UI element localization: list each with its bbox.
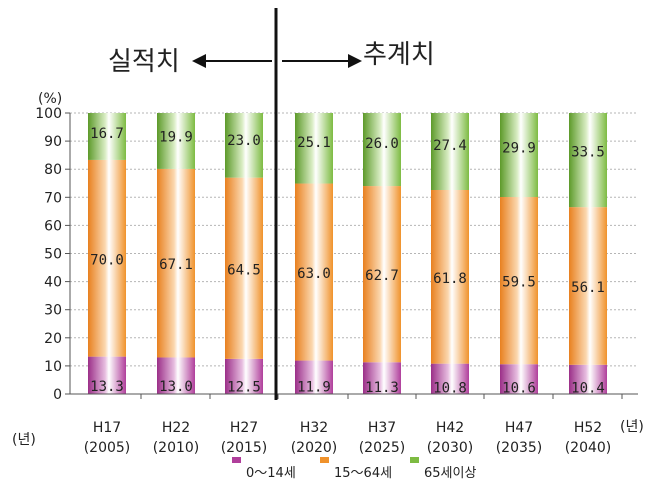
y-tick-label: 40 — [44, 275, 62, 291]
data-label: 26.0 — [365, 136, 399, 152]
y-tick-label: 60 — [44, 218, 62, 234]
data-label: 10.6 — [502, 380, 536, 396]
legend-swatch — [320, 457, 329, 463]
x-tick-label: H37 — [368, 420, 396, 436]
bars — [88, 113, 607, 394]
data-label: 61.8 — [433, 271, 467, 287]
x-tick-label: H17 — [93, 420, 121, 436]
x-tick-label: H47 — [505, 420, 533, 436]
legend-label: 15～64세 — [334, 466, 392, 481]
x-tick-year: (2010) — [153, 440, 200, 456]
x-tick-year: (2030) — [427, 440, 474, 456]
bar-segment-1-H32 — [295, 183, 333, 361]
data-label: 19.9 — [159, 129, 193, 145]
data-label: 16.7 — [90, 126, 124, 142]
bar-segment-1-H27 — [225, 177, 263, 359]
x-tick-year: (2005) — [84, 440, 131, 456]
bar-segment-1-H42 — [431, 189, 469, 364]
data-label: 13.0 — [159, 379, 193, 395]
data-label: 62.7 — [365, 268, 399, 284]
y-axis-title: (%) — [38, 91, 62, 107]
x-tick-year: (2025) — [359, 440, 406, 456]
data-label: 29.9 — [502, 141, 536, 157]
data-label: 10.8 — [433, 380, 467, 396]
bar-segment-1-H47 — [500, 197, 538, 365]
data-label: 12.5 — [227, 379, 261, 395]
data-label: 25.1 — [297, 135, 331, 151]
data-label: 27.4 — [433, 138, 467, 154]
data-label: 67.1 — [159, 257, 193, 273]
y-tick-labels: 0 10 20 30 40 50 60 70 80 90 100 — [35, 106, 62, 403]
actual-annotation: 실적치 — [108, 47, 180, 77]
x-axis-title-right: (년) — [620, 419, 644, 435]
bar-segment-2-H27 — [225, 113, 263, 178]
bar-segment-1-H52 — [569, 207, 607, 365]
x-tick-year: (2035) — [496, 440, 543, 456]
bar-segment-2-H37 — [363, 113, 401, 187]
data-label: 11.3 — [365, 380, 399, 396]
data-label: 64.5 — [227, 262, 261, 278]
bar-segment-0-H37 — [363, 362, 401, 394]
bar-segment-2-H47 — [500, 113, 538, 198]
bar-segment-0-H47 — [500, 364, 538, 394]
legend: 0～14세 15～64세 65세이상 — [232, 457, 476, 481]
x-tick-labels: H17 (2005) H22 (2010) H27 (2015) H32 (2020) H37 (… — [84, 394, 623, 456]
y-tick-label: 70 — [44, 190, 62, 206]
x-tick-label: H22 — [162, 420, 190, 436]
data-label: 13.3 — [90, 379, 124, 395]
data-label: 70.0 — [90, 252, 124, 268]
data-label: 63.0 — [297, 266, 331, 282]
bar-segment-2-H52 — [569, 113, 607, 208]
projected-annotation: 추계치 — [363, 40, 435, 70]
data-label: 56.1 — [571, 280, 605, 296]
bar-segment-2-H32 — [295, 113, 333, 184]
bar-segment-1-H37 — [363, 186, 401, 363]
y-tick-label: 30 — [44, 303, 62, 319]
x-tick-year: (2015) — [221, 440, 268, 456]
data-label: 23.0 — [227, 133, 261, 149]
bar-segment-1-H17 — [88, 159, 126, 357]
bar-segment-0-H17 — [88, 356, 126, 394]
data-labels: 13.3 70.0 16.7 13.0 67.1 19.9 12.5 64.5 23.0 11.9… — [90, 126, 605, 397]
bar-segment-2-H22 — [157, 113, 195, 169]
projected-arrow-head — [348, 54, 362, 68]
data-label: 11.9 — [297, 380, 331, 396]
x-tick-year: (2020) — [291, 440, 338, 456]
y-tick-label: 50 — [44, 247, 62, 263]
x-tick-label: H42 — [436, 420, 464, 436]
bar-segment-0-H32 — [295, 360, 333, 394]
y-tick-label: 100 — [35, 106, 62, 122]
bar-segment-2-H42 — [431, 113, 469, 190]
legend-label: 65세이상 — [424, 466, 476, 481]
bar-segment-2-H17 — [88, 113, 126, 160]
legend-swatch — [410, 457, 419, 463]
y-tick-label: 20 — [44, 331, 62, 347]
x-tick-label: H52 — [574, 420, 602, 436]
bar-segment-0-H27 — [225, 358, 263, 394]
data-label: 10.4 — [571, 381, 605, 397]
x-tick-year: (2040) — [565, 440, 612, 456]
y-tick-label: 10 — [44, 359, 62, 375]
bar-segment-0-H52 — [569, 364, 607, 394]
y-tick-label: 90 — [44, 134, 62, 150]
x-axis-title-left: (년) — [12, 432, 36, 448]
actual-arrow-head — [192, 54, 206, 68]
legend-swatch — [232, 457, 241, 463]
bar-segment-0-H42 — [431, 363, 469, 394]
y-tick-label: 80 — [44, 162, 62, 178]
x-tick-label: H27 — [230, 420, 258, 436]
bar-segment-0-H22 — [157, 357, 195, 394]
y-tick-label: 0 — [53, 387, 62, 403]
bar-segment-1-H22 — [157, 168, 195, 358]
data-label: 33.5 — [571, 145, 605, 161]
grid-lines — [65, 112, 638, 395]
data-label: 59.5 — [502, 275, 536, 291]
legend-label: 0～14세 — [246, 466, 296, 481]
x-tick-label: H32 — [300, 420, 328, 436]
